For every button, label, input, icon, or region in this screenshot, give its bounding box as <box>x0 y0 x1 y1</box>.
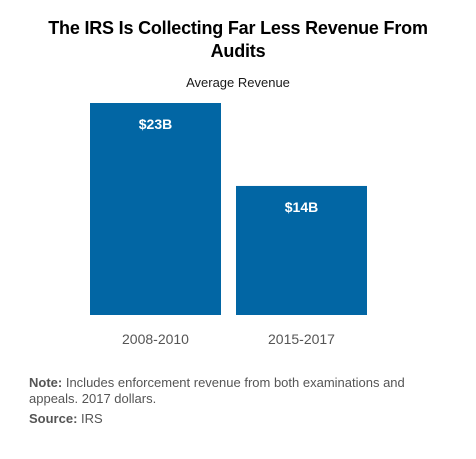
note-text: Includes enforcement revenue from both e… <box>29 375 405 406</box>
bar-value-label: $14B <box>285 199 318 215</box>
chart-title: The IRS Is Collecting Far Less Revenue F… <box>48 18 428 61</box>
source-text: IRS <box>81 411 103 426</box>
source-label: Source: <box>29 411 78 426</box>
bar-value-label: $23B <box>139 116 172 132</box>
note-label: Note: <box>29 375 63 390</box>
bar-2015-2017 <box>236 185 367 315</box>
bar-2008-2010 <box>90 103 221 315</box>
chart-subtitle: Average Revenue <box>186 75 290 90</box>
chart-source: Source: IRS <box>29 411 103 426</box>
x-tick-label: 2008-2010 <box>122 331 189 347</box>
chart-note: Note: Includes enforcement revenue from … <box>29 375 449 407</box>
x-tick-label: 2015-2017 <box>268 331 335 347</box>
